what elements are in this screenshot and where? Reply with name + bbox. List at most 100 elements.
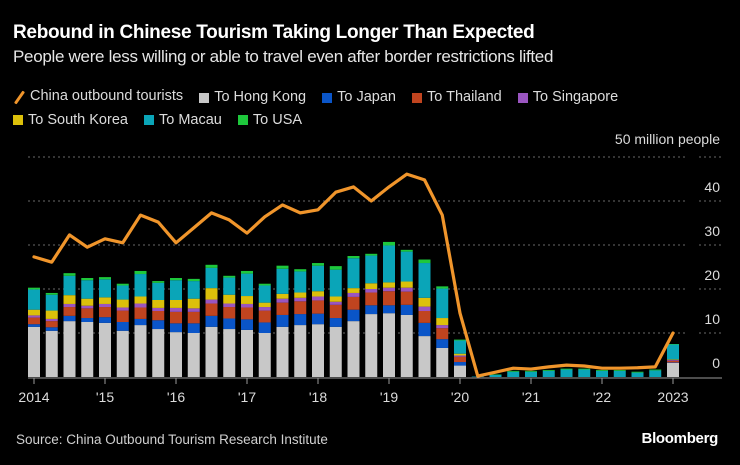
- bar-segment-thailand: [152, 311, 165, 321]
- bar-segment-thailand: [223, 307, 236, 319]
- bar-segment-korea: [81, 298, 94, 306]
- bar-segment-hk: [28, 326, 40, 377]
- bar-segment-macau: [116, 285, 129, 300]
- line-series: [32, 172, 675, 378]
- bar-segment-usa: [489, 374, 502, 375]
- bar-segment-macau: [542, 370, 555, 377]
- bar-segment-japan: [383, 305, 395, 314]
- bar-segment-usa: [454, 339, 466, 341]
- bar-segment-singapore: [276, 298, 289, 303]
- legend-swatch-icon: [517, 92, 528, 103]
- bar-segment-hk: [400, 314, 413, 377]
- bar-segment-macau: [99, 279, 111, 298]
- x-tick-label: 2014: [18, 389, 49, 405]
- bar-segment-usa: [525, 370, 537, 372]
- bar-segment-japan: [152, 320, 165, 330]
- bar-segment-singapore: [418, 306, 431, 311]
- bar-segment-korea: [276, 293, 289, 299]
- bar-segment-usa: [28, 287, 40, 290]
- y-tick-label: 30: [704, 223, 720, 239]
- bar-segment-usa: [312, 263, 324, 266]
- bar-segment-usa: [187, 278, 200, 282]
- bar-segment-japan: [400, 304, 413, 315]
- x-tick-label: '18: [309, 389, 327, 405]
- bar-segment-singapore: [294, 297, 307, 302]
- bar-segment-thailand: [45, 321, 58, 328]
- legend-swatch-icon: [13, 115, 23, 125]
- bar-segment-macau: [276, 268, 289, 294]
- legend-label: To Hong Kong: [214, 89, 307, 105]
- bar-segment-usa: [631, 371, 644, 373]
- legend: China outbound tourists To Hong Kong To …: [13, 86, 733, 132]
- chart-title: Rebound in Chinese Tourism Taking Longer…: [13, 22, 535, 43]
- bar-segment-thailand: [383, 291, 395, 306]
- bar-segment-hk: [454, 365, 466, 377]
- bar-segment-korea: [223, 294, 236, 304]
- bar-segment-hk: [418, 336, 431, 377]
- bar-segment-hk: [667, 362, 679, 377]
- bar-segment-hk: [241, 329, 253, 377]
- bar-segment-thailand: [312, 300, 324, 314]
- bar-segment-korea: [63, 295, 76, 304]
- bar-segment-korea: [205, 288, 218, 300]
- bar-segment-japan: [454, 362, 466, 366]
- bar-segment-hk: [187, 333, 200, 377]
- bar-segment-usa: [81, 278, 94, 281]
- y-tick-label: 10: [704, 311, 720, 327]
- bar-segment-usa: [649, 369, 662, 371]
- bar-segment-usa: [63, 273, 76, 276]
- bar-segment-korea: [667, 359, 679, 360]
- bar-segment-thailand: [170, 311, 182, 324]
- bar-segment-usa: [134, 270, 147, 275]
- bar-segment-usa: [542, 369, 555, 371]
- bar-segment-usa: [294, 269, 307, 272]
- bar-segment-macau: [347, 258, 360, 289]
- bar-segment-hk: [436, 347, 449, 377]
- bar-segment-korea: [436, 318, 449, 326]
- bar-segment-japan: [347, 309, 360, 322]
- bar-segment-korea: [454, 353, 466, 356]
- bar-segment-usa: [223, 275, 236, 278]
- bar-segment-usa: [613, 369, 626, 371]
- bar-segment-macau: [187, 281, 200, 299]
- bar-segment-singapore: [81, 305, 94, 309]
- legend-item-singapore: To Singapore: [517, 87, 618, 108]
- bar-segment-thailand: [241, 307, 253, 320]
- bar-segment-macau: [525, 371, 537, 377]
- bar-segment-macau: [134, 274, 147, 297]
- bar-segment-korea: [418, 297, 431, 307]
- bar-segment-usa: [383, 241, 395, 246]
- bar-segment-korea: [99, 297, 111, 304]
- legend-item-line: China outbound tourists: [13, 86, 183, 107]
- bar-segment-japan: [329, 318, 342, 327]
- bar-segment-usa: [347, 256, 360, 259]
- bar-segment-macau: [81, 280, 94, 299]
- bar-segment-macau: [28, 289, 40, 310]
- bar-segment-korea: [116, 299, 129, 308]
- bar-segment-thailand: [400, 291, 413, 305]
- source-note: Source: China Outbound Tourism Research …: [16, 432, 328, 447]
- bar-segment-singapore: [223, 303, 236, 308]
- bar-segment-usa: [276, 265, 289, 269]
- x-axis: 2014 '15 '16 '17 '18 '19 '20 '21 '22 2023: [18, 377, 722, 405]
- bar-segment-macau: [596, 370, 608, 377]
- bar-segment-singapore: [312, 296, 324, 301]
- bar-segment-singapore: [99, 303, 111, 308]
- bar-segment-usa: [596, 369, 608, 371]
- bar-segment-singapore: [170, 307, 182, 312]
- legend-swatch-icon: [322, 92, 333, 103]
- bar-segment-thailand: [205, 303, 218, 316]
- bar-segment-korea: [45, 310, 58, 319]
- bar-segment-macau: [152, 282, 165, 300]
- bar-segment-thailand: [134, 307, 147, 319]
- bar-segment-korea: [241, 296, 253, 304]
- bar-segment-thailand: [99, 307, 111, 318]
- bar-segment-korea: [258, 302, 271, 308]
- bar-segment-japan: [187, 323, 200, 333]
- bar-segment-japan: [63, 315, 76, 322]
- bar-segment-japan: [170, 323, 182, 333]
- legend-label: To South Korea: [28, 111, 128, 128]
- bar-segment-thailand: [347, 296, 360, 310]
- bar-segment-hk: [383, 313, 395, 377]
